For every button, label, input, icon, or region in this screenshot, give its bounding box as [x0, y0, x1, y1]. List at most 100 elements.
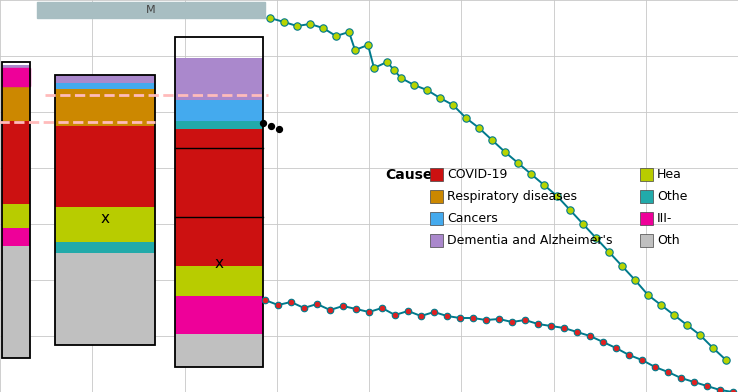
- Bar: [2, 62, 30, 358]
- Bar: [640, 212, 653, 225]
- Point: [402, 308, 414, 314]
- Point: [558, 325, 570, 331]
- Point: [362, 42, 374, 48]
- Point: [298, 305, 310, 311]
- Bar: [2, 68, 30, 86]
- Point: [415, 313, 427, 319]
- Bar: [430, 212, 443, 225]
- Point: [675, 375, 687, 381]
- Bar: [640, 190, 653, 203]
- Point: [324, 307, 336, 313]
- Point: [564, 207, 576, 213]
- Bar: [640, 234, 653, 247]
- Point: [701, 383, 713, 389]
- Point: [525, 171, 537, 177]
- Point: [649, 364, 661, 370]
- Bar: [430, 168, 443, 181]
- Point: [388, 67, 400, 73]
- Text: Othe: Othe: [657, 190, 687, 203]
- Bar: [175, 334, 263, 367]
- Point: [441, 313, 453, 319]
- Bar: [175, 100, 263, 121]
- Point: [480, 317, 492, 323]
- Point: [317, 25, 329, 31]
- Text: Hea: Hea: [657, 168, 682, 181]
- Bar: [175, 58, 263, 100]
- Bar: [2, 80, 30, 86]
- Point: [571, 329, 583, 335]
- Point: [389, 312, 401, 318]
- Bar: [55, 207, 155, 242]
- Point: [285, 299, 297, 305]
- Point: [662, 369, 674, 375]
- Point: [349, 47, 361, 53]
- Point: [381, 59, 393, 65]
- Point: [259, 297, 271, 303]
- Point: [655, 302, 667, 308]
- Point: [408, 82, 420, 88]
- Bar: [55, 242, 155, 253]
- Bar: [175, 296, 263, 334]
- Point: [454, 315, 466, 321]
- Bar: [175, 266, 263, 296]
- Bar: [2, 228, 30, 245]
- Bar: [37, 2, 265, 18]
- Text: M: M: [146, 5, 156, 15]
- Text: x: x: [215, 256, 224, 270]
- Point: [681, 322, 693, 328]
- Bar: [55, 75, 155, 83]
- Point: [257, 120, 269, 126]
- Point: [428, 309, 440, 315]
- Text: III-: III-: [657, 212, 672, 225]
- Point: [343, 29, 355, 35]
- Text: Cause: Cause: [385, 167, 432, 181]
- Text: x: x: [100, 211, 109, 226]
- Point: [551, 193, 563, 199]
- Point: [368, 65, 380, 71]
- Point: [273, 126, 285, 132]
- Bar: [2, 86, 30, 121]
- Point: [291, 23, 303, 29]
- Text: Respiratory diseases: Respiratory diseases: [447, 190, 577, 203]
- Bar: [430, 234, 443, 247]
- Point: [265, 123, 277, 129]
- Point: [545, 323, 557, 329]
- Point: [363, 309, 375, 315]
- Point: [421, 87, 433, 93]
- Point: [473, 125, 485, 131]
- Point: [629, 277, 641, 283]
- Point: [506, 319, 518, 325]
- Point: [694, 332, 706, 338]
- Bar: [430, 190, 443, 203]
- Point: [460, 115, 472, 121]
- Bar: [55, 126, 155, 207]
- Bar: [55, 83, 155, 89]
- Bar: [2, 121, 30, 204]
- Point: [603, 249, 615, 255]
- Point: [707, 345, 719, 351]
- Point: [278, 19, 290, 25]
- Point: [311, 301, 323, 307]
- Bar: [55, 89, 155, 126]
- Point: [272, 302, 284, 308]
- Bar: [55, 75, 155, 345]
- Point: [493, 316, 505, 322]
- Point: [668, 312, 680, 318]
- Point: [636, 357, 648, 363]
- Point: [597, 339, 609, 345]
- Bar: [2, 204, 30, 228]
- Point: [512, 160, 524, 166]
- Bar: [175, 37, 263, 367]
- Bar: [2, 65, 30, 80]
- Point: [467, 315, 479, 321]
- Bar: [55, 253, 155, 345]
- Point: [486, 137, 498, 143]
- Point: [610, 345, 622, 351]
- Point: [688, 379, 700, 385]
- Text: Cancers: Cancers: [447, 212, 497, 225]
- Bar: [640, 168, 653, 181]
- Point: [538, 182, 550, 188]
- Point: [264, 15, 276, 21]
- Bar: [175, 129, 263, 266]
- Point: [532, 321, 544, 327]
